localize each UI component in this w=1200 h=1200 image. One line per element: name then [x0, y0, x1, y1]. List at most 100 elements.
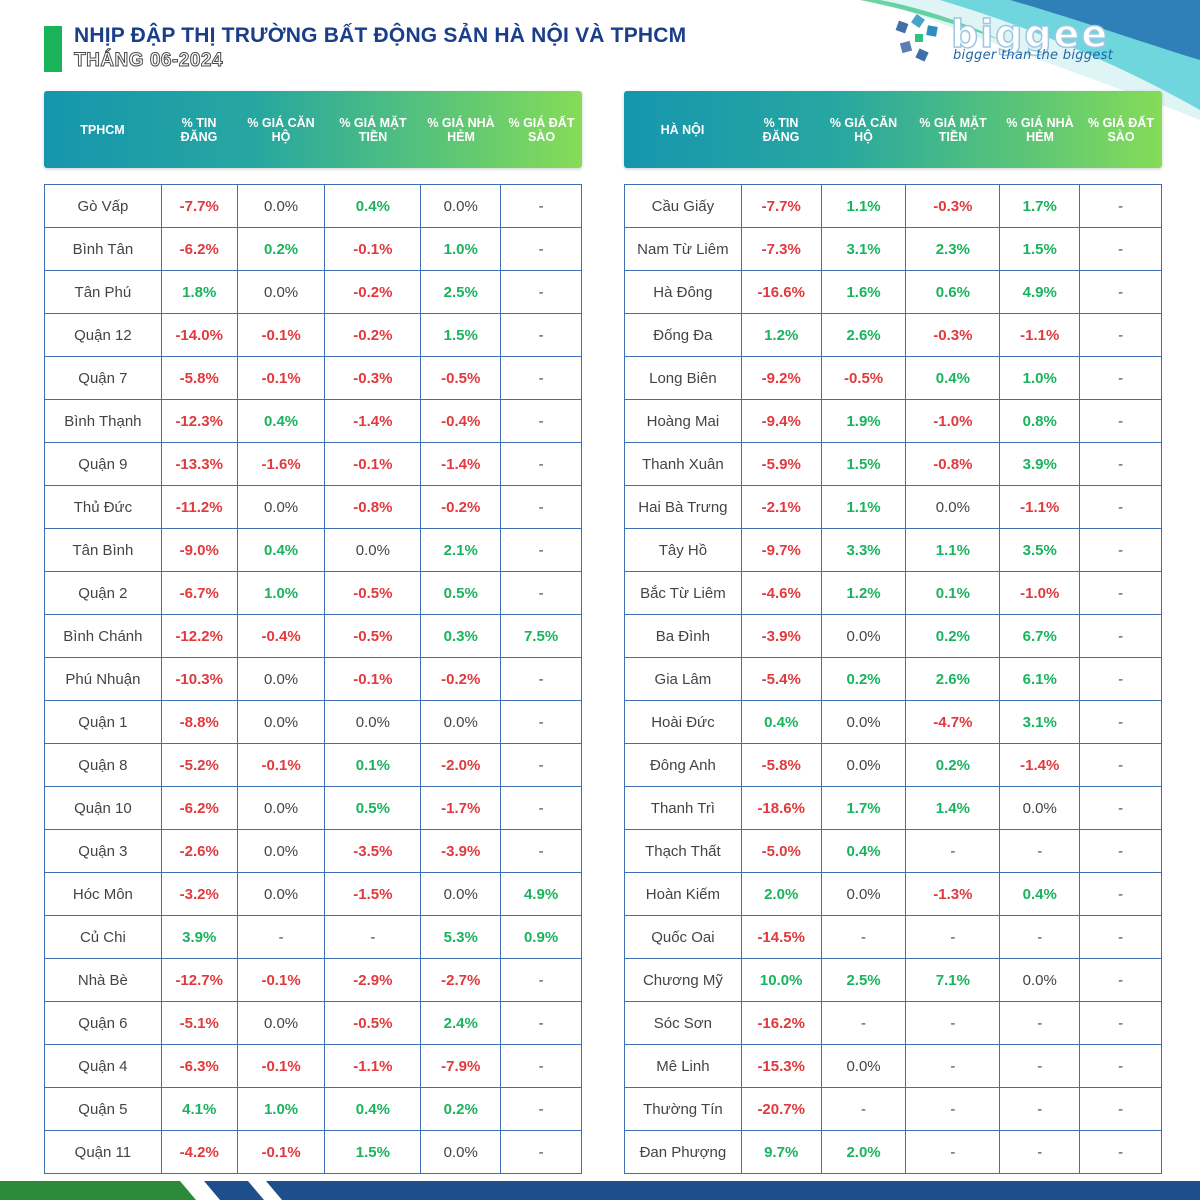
- value-cell: 0.0%: [421, 185, 502, 228]
- value-cell: -: [237, 916, 326, 959]
- value-cell: -0.1%: [237, 1045, 326, 1088]
- value-cell: 0.0%: [237, 1002, 326, 1045]
- value-cell: -1.1%: [1000, 486, 1081, 529]
- district-name-cell: Hoàn Kiếm: [625, 873, 742, 916]
- value-cell: -1.4%: [1000, 744, 1081, 787]
- table-row: Gia Lâm -5.4% 0.2% 2.6% 6.1% -: [625, 658, 1162, 701]
- table-row: Quận 8 -5.2% -0.1% 0.1% -2.0% -: [45, 744, 582, 787]
- value-cell: 2.0%: [741, 873, 822, 916]
- table-row: Quốc Oai -14.5% - - - -: [625, 916, 1162, 959]
- value-cell: -: [1080, 1088, 1162, 1131]
- value-cell: -12.7%: [161, 959, 238, 1002]
- value-cell: 2.5%: [421, 271, 502, 314]
- district-name-cell: Bắc Từ Liêm: [625, 572, 742, 615]
- value-cell: -16.6%: [741, 271, 822, 314]
- table-row: Hoàng Mai -9.4% 1.9% -1.0% 0.8% -: [625, 400, 1162, 443]
- value-cell: 0.0%: [421, 1131, 502, 1174]
- value-cell: -14.0%: [161, 314, 238, 357]
- district-name-cell: Bình Tân: [45, 228, 162, 271]
- table-row: Thanh Xuân -5.9% 1.5% -0.8% 3.9% -: [625, 443, 1162, 486]
- district-name-cell: Gò Vấp: [45, 185, 162, 228]
- hanoi-header-cell: % GIÁ ĐẤT SÀO: [1088, 115, 1154, 144]
- value-cell: 0.0%: [325, 701, 422, 744]
- value-cell: 0.6%: [906, 271, 1001, 314]
- value-cell: -1.4%: [421, 443, 502, 486]
- table-row: Bắc Từ Liêm -4.6% 1.2% 0.1% -1.0% -: [625, 572, 1162, 615]
- value-cell: 9.7%: [741, 1131, 822, 1174]
- value-cell: -: [1080, 1045, 1162, 1088]
- hanoi-table-panel: HÀ NỘI % TIN ĐĂNG % GIÁ CĂN HỘ % GIÁ MẶT TI…: [624, 91, 1162, 1174]
- value-cell: 0.2%: [421, 1088, 502, 1131]
- district-name-cell: Quận 1: [45, 701, 162, 744]
- value-cell: 4.9%: [501, 873, 582, 916]
- hanoi-header-cell: % TIN ĐĂNG: [762, 115, 800, 144]
- value-cell: -6.3%: [161, 1045, 238, 1088]
- value-cell: 1.1%: [821, 185, 907, 228]
- value-cell: 4.9%: [1000, 271, 1081, 314]
- value-cell: 1.6%: [821, 271, 907, 314]
- value-cell: -0.1%: [325, 443, 422, 486]
- district-name-cell: Mê Linh: [625, 1045, 742, 1088]
- page-subtitle: THÁNG 06-2024: [73, 50, 224, 72]
- district-name-cell: Đông Anh: [625, 744, 742, 787]
- tphcm-header-cell: % GIÁ ĐẤT SÀO: [508, 115, 575, 144]
- value-cell: 0.0%: [1000, 959, 1081, 1002]
- tphcm-header-cell: % GIÁ NHÀ HẺM: [427, 115, 495, 144]
- value-cell: 0.0%: [237, 873, 326, 916]
- district-name-cell: Quận 5: [45, 1088, 162, 1131]
- value-cell: -: [1080, 572, 1162, 615]
- value-cell: -: [1080, 314, 1162, 357]
- value-cell: -: [1080, 787, 1162, 830]
- value-cell: 0.4%: [741, 701, 822, 744]
- value-cell: -: [501, 1088, 582, 1131]
- value-cell: 3.1%: [1000, 701, 1081, 744]
- value-cell: -0.2%: [421, 658, 502, 701]
- value-cell: -: [1080, 916, 1162, 959]
- value-cell: 0.4%: [325, 1088, 422, 1131]
- value-cell: 0.0%: [237, 787, 326, 830]
- value-cell: 2.5%: [821, 959, 907, 1002]
- hanoi-header-cell: % GIÁ NHÀ HẺM: [1006, 115, 1074, 144]
- table-row: Quận 12 -14.0% -0.1% -0.2% 1.5% -: [45, 314, 582, 357]
- value-cell: -0.5%: [325, 572, 422, 615]
- value-cell: -16.2%: [741, 1002, 822, 1045]
- table-row: Long Biên -9.2% -0.5% 0.4% 1.0% -: [625, 357, 1162, 400]
- value-cell: 0.0%: [237, 701, 326, 744]
- logo-wordmark: biggee: [950, 11, 1110, 57]
- value-cell: -: [821, 1002, 907, 1045]
- value-cell: -6.2%: [161, 228, 238, 271]
- value-cell: -0.3%: [906, 314, 1001, 357]
- table-row: Nam Từ Liêm -7.3% 3.1% 2.3% 1.5% -: [625, 228, 1162, 271]
- value-cell: 4.1%: [161, 1088, 238, 1131]
- table-row: Đống Đa 1.2% 2.6% -0.3% -1.1% -: [625, 314, 1162, 357]
- district-name-cell: Phú Nhuận: [45, 658, 162, 701]
- value-cell: -: [325, 916, 422, 959]
- value-cell: -: [501, 271, 582, 314]
- district-name-cell: Quận 7: [45, 357, 162, 400]
- value-cell: -2.6%: [161, 830, 238, 873]
- value-cell: 1.2%: [741, 314, 822, 357]
- value-cell: -: [1080, 228, 1162, 271]
- table-row: Quận 7 -5.8% -0.1% -0.3% -0.5% -: [45, 357, 582, 400]
- district-name-cell: Hai Bà Trưng: [625, 486, 742, 529]
- district-name-cell: Quận 11: [45, 1131, 162, 1174]
- value-cell: -2.7%: [421, 959, 502, 1002]
- value-cell: -4.7%: [906, 701, 1001, 744]
- value-cell: -: [906, 830, 1001, 873]
- brand-logo: biggee bigger than the biggest: [893, 11, 1173, 72]
- value-cell: 0.0%: [421, 873, 502, 916]
- value-cell: -: [1080, 1131, 1162, 1174]
- table-row: Thủ Đức -11.2% 0.0% -0.8% -0.2% -: [45, 486, 582, 529]
- value-cell: 1.0%: [237, 1088, 326, 1131]
- value-cell: 0.4%: [821, 830, 907, 873]
- value-cell: 0.0%: [906, 486, 1001, 529]
- district-name-cell: Hoàng Mai: [625, 400, 742, 443]
- district-name-cell: Nam Từ Liêm: [625, 228, 742, 271]
- value-cell: -12.2%: [161, 615, 238, 658]
- value-cell: 3.3%: [821, 529, 907, 572]
- table-row: Thạch Thất -5.0% 0.4% - - -: [625, 830, 1162, 873]
- table-row: Hà Đông -16.6% 1.6% 0.6% 4.9% -: [625, 271, 1162, 314]
- value-cell: -0.8%: [906, 443, 1001, 486]
- table-row: Củ Chi 3.9% - -5.3% 0.9%: [45, 916, 582, 959]
- value-cell: -: [501, 658, 582, 701]
